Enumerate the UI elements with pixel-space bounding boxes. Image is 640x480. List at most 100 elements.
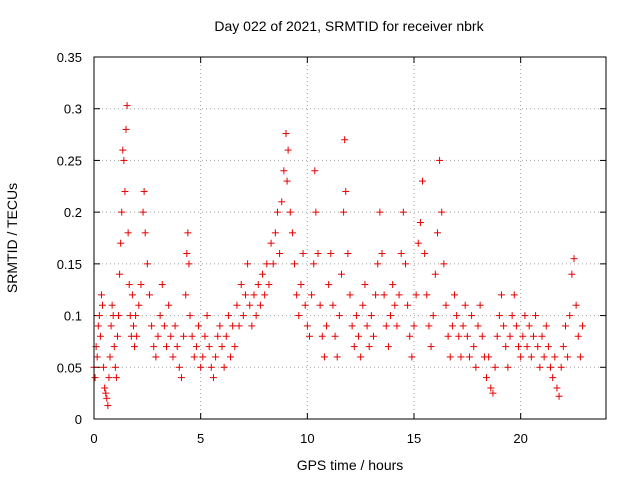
data-point bbox=[451, 291, 459, 299]
data-point bbox=[314, 250, 322, 258]
data-point bbox=[355, 332, 363, 340]
data-point bbox=[465, 353, 473, 361]
data-point bbox=[239, 312, 247, 320]
data-point bbox=[579, 322, 587, 330]
data-point bbox=[547, 363, 555, 371]
data-point bbox=[284, 146, 292, 154]
y-tick-label: 0.35 bbox=[57, 50, 82, 65]
data-point bbox=[186, 312, 194, 320]
data-point bbox=[183, 250, 191, 258]
data-point bbox=[125, 281, 133, 289]
data-point bbox=[201, 332, 209, 340]
data-point bbox=[188, 332, 196, 340]
data-point bbox=[410, 322, 418, 330]
data-point bbox=[209, 374, 217, 382]
data-point bbox=[91, 374, 99, 382]
x-tick-label: 10 bbox=[300, 431, 314, 446]
chart-title: Day 022 of 2021, SRMTID for receiver nbr… bbox=[214, 18, 484, 34]
data-point bbox=[500, 322, 508, 330]
data-point bbox=[323, 322, 331, 330]
data-point bbox=[361, 281, 369, 289]
data-point bbox=[372, 291, 380, 299]
data-point bbox=[365, 343, 373, 351]
data-point bbox=[318, 332, 326, 340]
axis-ticks: 0 0.05 0.1 0.15 0.2 0.25 0.3 0.35 0 5 10 15 20 bbox=[57, 50, 606, 446]
data-point bbox=[310, 260, 318, 268]
data-point bbox=[551, 353, 559, 361]
data-point bbox=[483, 374, 491, 382]
data-point bbox=[117, 239, 125, 247]
data-point bbox=[160, 322, 168, 330]
data-point bbox=[487, 384, 495, 392]
data-point bbox=[154, 332, 162, 340]
data-point bbox=[118, 208, 126, 216]
data-point bbox=[576, 353, 584, 361]
data-point bbox=[121, 187, 129, 195]
data-point bbox=[406, 332, 414, 340]
data-point bbox=[527, 353, 535, 361]
data-point bbox=[297, 281, 305, 289]
data-point bbox=[459, 322, 467, 330]
data-point bbox=[216, 322, 224, 330]
data-point bbox=[401, 260, 409, 268]
data-point bbox=[167, 332, 175, 340]
data-point bbox=[564, 353, 572, 361]
data-point bbox=[497, 291, 505, 299]
data-point bbox=[105, 374, 113, 382]
data-point bbox=[229, 322, 237, 330]
data-point bbox=[123, 102, 131, 110]
data-point bbox=[478, 332, 486, 340]
x-tick-label: 5 bbox=[197, 431, 204, 446]
data-point bbox=[158, 281, 166, 289]
data-point bbox=[199, 353, 207, 361]
data-point bbox=[555, 392, 563, 400]
data-point bbox=[566, 312, 574, 320]
data-point bbox=[485, 353, 493, 361]
data-point bbox=[237, 281, 245, 289]
data-point bbox=[461, 301, 469, 309]
data-point bbox=[110, 343, 118, 351]
data-point bbox=[472, 363, 480, 371]
data-point bbox=[346, 291, 354, 299]
data-point bbox=[438, 208, 446, 216]
data-point bbox=[312, 208, 320, 216]
data-point bbox=[120, 156, 128, 164]
data-point bbox=[256, 301, 264, 309]
data-point bbox=[195, 322, 203, 330]
data-point bbox=[429, 312, 437, 320]
data-point bbox=[280, 167, 288, 175]
data-point bbox=[367, 312, 375, 320]
y-tick-label: 0 bbox=[75, 412, 82, 427]
y-tick-label: 0.05 bbox=[57, 360, 82, 375]
data-point bbox=[540, 353, 548, 361]
data-point bbox=[282, 130, 290, 138]
data-point bbox=[106, 353, 114, 361]
data-point bbox=[397, 250, 405, 258]
data-point bbox=[185, 260, 193, 268]
data-point bbox=[100, 363, 108, 371]
data-point bbox=[107, 322, 115, 330]
data-point bbox=[171, 322, 179, 330]
data-point bbox=[444, 332, 452, 340]
data-point bbox=[440, 260, 448, 268]
data-point bbox=[316, 301, 324, 309]
data-point bbox=[344, 250, 352, 258]
data-point bbox=[124, 229, 132, 237]
data-point bbox=[395, 291, 403, 299]
data-point bbox=[115, 312, 123, 320]
data-point bbox=[135, 301, 143, 309]
data-point bbox=[190, 353, 198, 361]
data-point bbox=[393, 322, 401, 330]
data-point bbox=[561, 322, 569, 330]
data-point bbox=[389, 281, 397, 289]
data-point bbox=[333, 353, 341, 361]
data-point bbox=[342, 187, 350, 195]
x-tick-label: 0 bbox=[90, 431, 97, 446]
data-point bbox=[141, 229, 149, 237]
data-point bbox=[348, 322, 356, 330]
data-point bbox=[248, 322, 256, 330]
data-point bbox=[222, 332, 230, 340]
data-point bbox=[128, 291, 136, 299]
data-point bbox=[408, 353, 416, 361]
data-point bbox=[283, 177, 291, 185]
